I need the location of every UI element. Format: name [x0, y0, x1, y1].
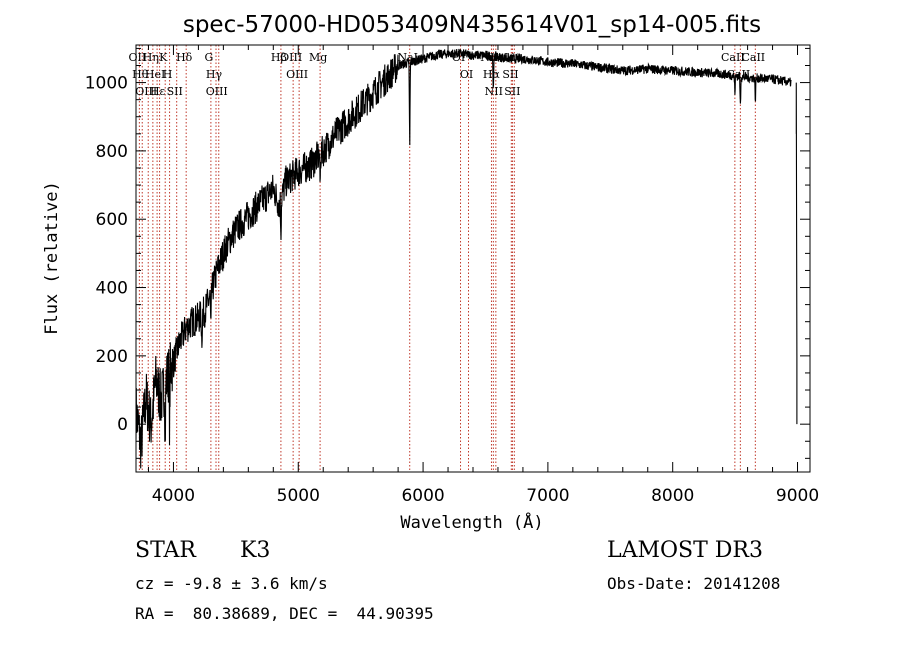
x-tick-label-2: 6000	[401, 486, 444, 506]
y-tick-label-5: 1000	[85, 74, 128, 94]
observation-date: Obs-Date: 20141208	[607, 574, 781, 593]
x-axis-label: Wavelength (Å)	[400, 511, 543, 533]
x-tick-label-5: 9000	[776, 486, 819, 506]
line-label-24: SII	[502, 68, 518, 81]
line-label-13: Hβ	[271, 51, 287, 64]
spectrum-line	[136, 48, 792, 469]
line-label-9: Hδ	[176, 51, 193, 64]
line-label-10: G	[204, 51, 213, 64]
redshift-readout: cz = -9.8 ± 3.6 km/s	[135, 574, 328, 593]
line-label-26: CaII	[721, 51, 745, 64]
spectral-subclass: K3	[240, 538, 271, 563]
y-axis-label: Flux (relative)	[42, 181, 62, 335]
line-label-12: OIII	[206, 85, 228, 98]
line-label-11: Hγ	[206, 68, 223, 81]
line-label-14: OIII	[280, 51, 302, 64]
y-tick-label-3: 600	[96, 210, 128, 230]
line-label-16: Mg	[309, 51, 327, 64]
line-label-2: OIII	[135, 85, 157, 98]
x-tick-label-4: 8000	[651, 486, 694, 506]
line-label-22: NII	[485, 85, 503, 98]
line-label-19: OI	[460, 68, 473, 81]
survey-name: LAMOST DR3	[607, 538, 763, 563]
x-tick-label-1: 5000	[277, 486, 320, 506]
x-tick-label-0: 4000	[152, 486, 195, 506]
chart-title: spec-57000-HD053409N435614V01_sp14-005.f…	[183, 12, 761, 38]
line-label-21: Hα	[483, 68, 501, 81]
x-tick-label-3: 7000	[526, 486, 569, 506]
object-type: STAR	[135, 538, 196, 563]
y-tick-label-4: 800	[96, 142, 128, 162]
y-tick-label-2: 400	[96, 279, 128, 299]
axes: 4000 5000 6000 7000 8000 9000 0 200 400 600 800 100…	[85, 44, 819, 506]
y-tick-label-1: 200	[96, 347, 128, 367]
coordinates-readout: RA = 80.38689, DEC = 44.90395	[135, 604, 434, 623]
line-label-15: OIII	[286, 68, 308, 81]
line-label-6: K	[159, 51, 168, 64]
line-label-3: Hη	[143, 51, 159, 64]
line-label-28: CaII	[741, 51, 765, 64]
y-tick-label-0: 0	[117, 415, 128, 435]
line-label-7: H	[163, 68, 173, 81]
line-label-4: HeI	[145, 68, 165, 81]
line-label-5: Hε	[150, 85, 166, 98]
plot-frame	[135, 44, 811, 473]
line-label-8: SII	[167, 85, 183, 98]
line-label-25: SII	[504, 85, 520, 98]
spectrum-edge-segment	[795, 82, 798, 425]
line-label-0: OII	[129, 51, 147, 64]
